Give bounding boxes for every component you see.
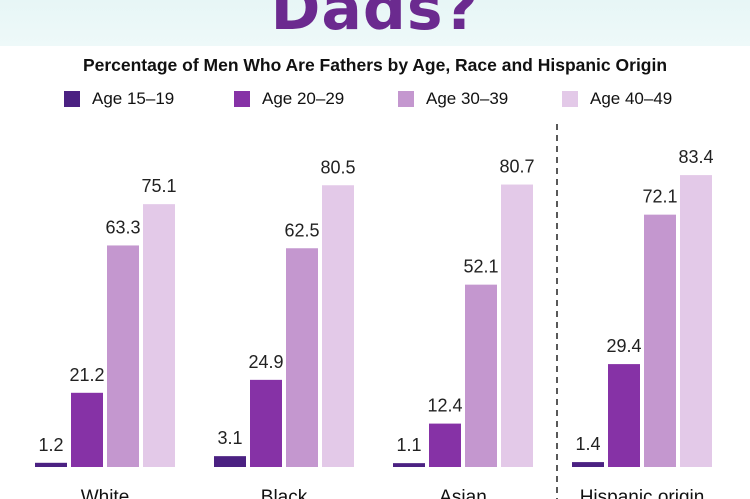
bar [71,392,103,467]
legend-label: Age 20–29 [262,89,345,108]
data-label: 29.4 [606,336,641,356]
chart-title: Percentage of Men Who Are Fathers by Age… [82,55,668,75]
bar [35,462,67,467]
legend-swatch [64,91,80,107]
bar [250,379,282,467]
data-label: 52.1 [463,257,498,277]
data-label: 62.5 [284,220,319,240]
data-label: 12.4 [427,396,462,416]
data-label: 1.1 [396,435,421,455]
bar [143,204,175,467]
bar [286,248,318,467]
legend-swatch [234,91,250,107]
category-label: White [81,487,130,499]
data-label: 83.4 [678,147,713,167]
legend-label: Age 15–19 [92,89,175,108]
bar [214,456,246,467]
bar [608,364,640,467]
legend-swatch [398,91,414,107]
bar [680,175,712,467]
data-label: 3.1 [217,428,242,448]
data-label: 1.4 [575,434,600,454]
bar [429,423,461,467]
category-label: Asian [439,487,487,499]
data-label: 63.3 [105,217,140,237]
bar [107,245,139,467]
bar [393,463,425,467]
bar [572,462,604,467]
legend-label: Age 30–39 [426,89,509,108]
data-label: 75.1 [141,176,176,196]
bar [322,185,354,467]
data-label: 1.2 [38,435,63,455]
bar [501,184,533,468]
data-label: 80.5 [320,157,355,177]
legend: Age 15–19 Age 20–29 Age 30–39 Age 40–49 [0,88,750,110]
data-label: 21.2 [69,365,104,385]
data-label: 72.1 [642,187,677,207]
title-banner: Dads? [0,0,750,46]
data-label: 24.9 [248,352,283,372]
bar [644,214,676,467]
category-label: Black [261,487,308,499]
legend-swatch [562,91,578,107]
category-label: Hispanic origin [580,487,705,499]
legend-label: Age 40–49 [590,89,673,108]
bar [465,284,497,467]
banner-title: Dads? [270,0,480,44]
data-label: 80.7 [499,157,534,177]
